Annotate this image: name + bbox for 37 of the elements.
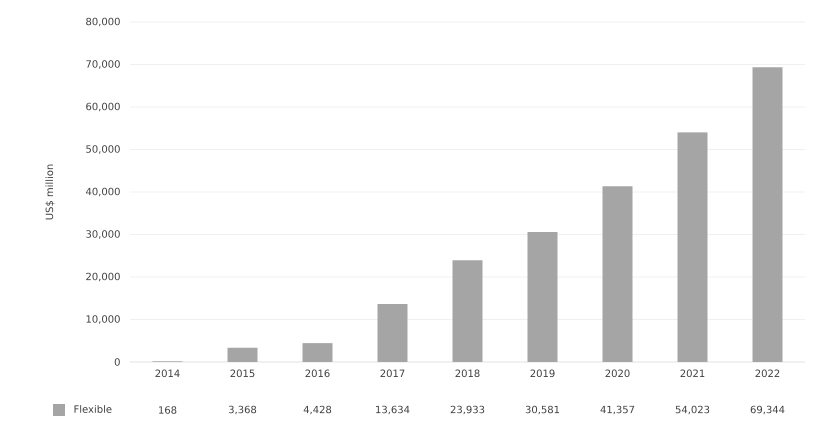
x-tick-label: 2019 [530,370,555,378]
bar [528,232,558,362]
y-tick-label: 60,000 [86,102,120,112]
x-tick-label: 2014 [156,370,180,378]
bar [452,260,483,362]
y-tick-label: 30,000 [86,230,120,239]
bar [602,186,633,362]
data-label: 23,933 [450,406,484,414]
data-label: 41,357 [600,406,634,414]
y-tick-label: 50,000 [86,145,120,154]
x-tick-label: 2020 [606,370,630,378]
y-tick-label: 10,000 [86,315,120,324]
bar [678,132,708,362]
bar [228,348,258,362]
x-tick-label: 2017 [380,370,404,378]
y-tick-label: 20,000 [86,272,120,282]
x-tick-label: 2021 [680,370,704,378]
x-tick-label: 2015 [230,370,254,378]
x-tick-label: 2018 [456,370,480,378]
y-tick-label: 0 [114,358,120,366]
data-label: 4,428 [304,406,332,414]
y-tick-label: 40,000 [86,188,120,196]
legend-label: Flexible [74,405,112,413]
data-label: 30,581 [526,406,560,414]
bar [378,304,408,362]
bar [302,343,333,362]
data-label: 54,023 [676,406,710,414]
bar [752,67,783,362]
data-label: 168 [159,406,176,414]
x-tick-label: 2016 [306,370,330,378]
y-tick-label: 80,000 [86,18,120,26]
data-label: 3,368 [228,406,256,414]
data-label: 69,344 [750,406,784,414]
x-tick-label: 2022 [756,370,780,378]
y-axis-title: US$ million [45,164,54,220]
data-label: 13,634 [376,406,410,414]
y-tick-label: 70,000 [86,60,120,69]
